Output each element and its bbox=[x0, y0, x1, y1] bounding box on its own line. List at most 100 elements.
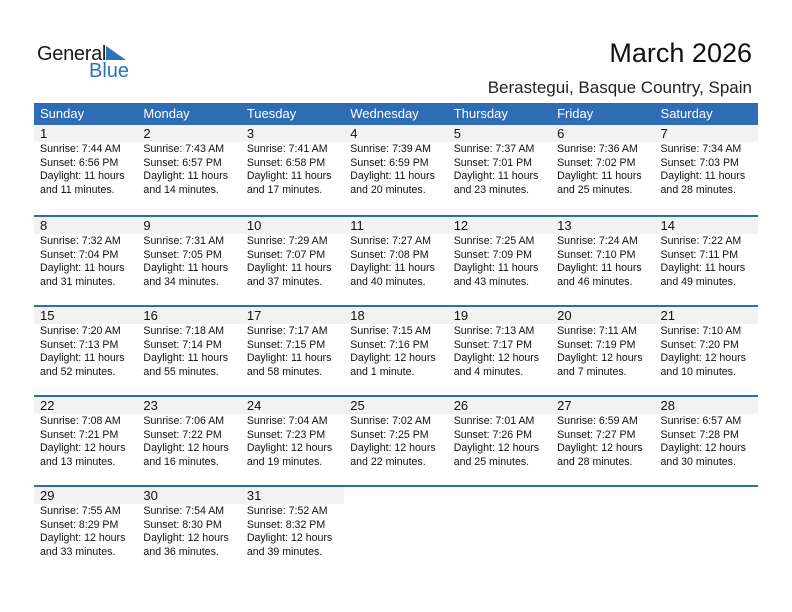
day-number: 2 bbox=[137, 125, 241, 142]
week-row: 8 Sunrise: 7:32 AM Sunset: 7:04 PM Dayli… bbox=[34, 215, 758, 305]
sunset-text: Sunset: 7:20 PM bbox=[660, 338, 739, 351]
sunrise-text: Sunrise: 7:27 AM bbox=[350, 235, 431, 247]
daylight-minutes-text: and 40 minutes. bbox=[350, 275, 426, 288]
sunrise-text: Sunrise: 7:08 AM bbox=[40, 415, 121, 427]
sunset-text: Sunset: 7:08 PM bbox=[350, 248, 429, 261]
sunrise-text: Sunrise: 7:36 AM bbox=[557, 143, 638, 155]
daylight-minutes-text: and 10 minutes. bbox=[660, 365, 736, 378]
day-cell: 11 Sunrise: 7:27 AM Sunset: 7:08 PM Dayl… bbox=[344, 217, 448, 305]
sunrise-text: Sunrise: 7:17 AM bbox=[246, 325, 328, 337]
daylight-text: Daylight: 11 hours bbox=[557, 262, 642, 274]
day-number: 8 bbox=[34, 217, 138, 234]
sunset-text: Sunset: 8:30 PM bbox=[143, 518, 222, 531]
daylight-text: Daylight: 11 hours bbox=[660, 170, 746, 182]
sunrise-text: Sunrise: 7:20 AM bbox=[40, 325, 121, 337]
sunset-text: Sunset: 7:01 PM bbox=[453, 156, 533, 169]
daylight-text: Daylight: 11 hours bbox=[246, 170, 332, 182]
day-number: 30 bbox=[137, 487, 241, 504]
sunrise-text: Sunrise: 7:41 AM bbox=[246, 143, 328, 155]
sunset-text: Sunset: 7:23 PM bbox=[246, 428, 326, 441]
day-cell: 19 Sunrise: 7:13 AM Sunset: 7:17 PM Dayl… bbox=[447, 307, 552, 395]
daylight-minutes-text: and 1 minute. bbox=[350, 365, 415, 378]
day-number: 17 bbox=[240, 307, 345, 324]
daylight-text: Daylight: 12 hours bbox=[453, 352, 540, 364]
sunrise-text: Sunrise: 7:15 AM bbox=[350, 325, 431, 337]
day-cell: 7 Sunrise: 7:34 AM Sunset: 7:03 PM Dayli… bbox=[654, 125, 758, 215]
day-cell: 25 Sunrise: 7:02 AM Sunset: 7:25 PM Dayl… bbox=[344, 397, 448, 485]
daylight-minutes-text: and 25 minutes. bbox=[453, 455, 530, 468]
logo-triangle-icon bbox=[106, 46, 126, 60]
day-cell bbox=[344, 487, 447, 575]
daylight-text: Daylight: 11 hours bbox=[557, 170, 642, 182]
sunset-text: Sunset: 6:58 PM bbox=[246, 156, 326, 169]
sunset-text: Sunset: 7:13 PM bbox=[40, 338, 119, 351]
weekday-thursday: Thursday bbox=[453, 106, 508, 121]
daylight-minutes-text: and 28 minutes. bbox=[660, 183, 736, 196]
daylight-text: Daylight: 12 hours bbox=[350, 442, 436, 454]
daylight-minutes-text: and 14 minutes. bbox=[143, 183, 219, 196]
daylight-text: Daylight: 11 hours bbox=[40, 170, 125, 182]
day-cell: 20 Sunrise: 7:11 AM Sunset: 7:19 PM Dayl… bbox=[551, 307, 655, 395]
daylight-text: Daylight: 12 hours bbox=[453, 442, 540, 454]
sunrise-text: Sunrise: 7:02 AM bbox=[350, 415, 431, 427]
sunset-text: Sunset: 7:04 PM bbox=[40, 248, 119, 261]
sunrise-text: Sunrise: 7:52 AM bbox=[246, 505, 328, 517]
week-row: 22 Sunrise: 7:08 AM Sunset: 7:21 PM Dayl… bbox=[34, 395, 758, 485]
day-cell: 1 Sunrise: 7:44 AM Sunset: 6:56 PM Dayli… bbox=[34, 125, 138, 215]
sunrise-text: Sunrise: 7:29 AM bbox=[246, 235, 328, 247]
day-number: 27 bbox=[551, 397, 655, 414]
day-cell bbox=[551, 487, 654, 575]
sunrise-text: Sunrise: 7:43 AM bbox=[143, 143, 225, 155]
daylight-text: Daylight: 11 hours bbox=[660, 262, 746, 274]
sunset-text: Sunset: 7:15 PM bbox=[246, 338, 326, 351]
weekday-wednesday: Wednesday bbox=[350, 106, 419, 121]
day-cell: 18 Sunrise: 7:15 AM Sunset: 7:16 PM Dayl… bbox=[344, 307, 448, 395]
daylight-text: Daylight: 11 hours bbox=[246, 352, 332, 364]
daylight-minutes-text: and 49 minutes. bbox=[660, 275, 736, 288]
sunset-text: Sunset: 7:17 PM bbox=[453, 338, 533, 351]
day-number: 7 bbox=[654, 125, 758, 142]
daylight-minutes-text: and 36 minutes. bbox=[143, 545, 219, 558]
daylight-minutes-text: and 58 minutes. bbox=[246, 365, 323, 378]
sunrise-text: Sunrise: 7:04 AM bbox=[246, 415, 328, 427]
day-cell: 17 Sunrise: 7:17 AM Sunset: 7:15 PM Dayl… bbox=[240, 307, 345, 395]
sunset-text: Sunset: 8:29 PM bbox=[40, 518, 119, 531]
daylight-minutes-text: and 7 minutes. bbox=[557, 365, 627, 378]
weekday-friday: Friday bbox=[557, 106, 594, 121]
day-cell: 16 Sunrise: 7:18 AM Sunset: 7:14 PM Dayl… bbox=[137, 307, 241, 395]
day-cell: 21 Sunrise: 7:10 AM Sunset: 7:20 PM Dayl… bbox=[654, 307, 758, 395]
weekday-tuesday: Tuesday bbox=[246, 106, 297, 121]
daylight-minutes-text: and 52 minutes. bbox=[40, 365, 116, 378]
weekday-header: Sunday Monday Tuesday Wednesday Thursday Frid… bbox=[34, 103, 758, 125]
sunrise-text: Sunrise: 7:25 AM bbox=[453, 235, 535, 247]
day-number: 14 bbox=[654, 217, 758, 234]
day-cell: 10 Sunrise: 7:29 AM Sunset: 7:07 PM Dayl… bbox=[240, 217, 345, 305]
daylight-minutes-text: and 39 minutes. bbox=[246, 545, 323, 558]
day-number: 24 bbox=[240, 397, 345, 414]
sunset-text: Sunset: 6:59 PM bbox=[350, 156, 429, 169]
day-cell: 12 Sunrise: 7:25 AM Sunset: 7:09 PM Dayl… bbox=[447, 217, 552, 305]
sunset-text: Sunset: 8:32 PM bbox=[246, 518, 326, 531]
sunrise-text: Sunrise: 7:34 AM bbox=[660, 143, 742, 155]
sunset-text: Sunset: 7:27 PM bbox=[557, 428, 636, 441]
sunset-text: Sunset: 7:14 PM bbox=[143, 338, 222, 351]
daylight-minutes-text: and 20 minutes. bbox=[350, 183, 426, 196]
daylight-minutes-text: and 25 minutes. bbox=[557, 183, 633, 196]
sunrise-text: Sunrise: 7:31 AM bbox=[143, 235, 225, 247]
day-cell: 24 Sunrise: 7:04 AM Sunset: 7:23 PM Dayl… bbox=[240, 397, 345, 485]
day-cell: 3 Sunrise: 7:41 AM Sunset: 6:58 PM Dayli… bbox=[240, 125, 345, 215]
weekday-sunday: Sunday bbox=[40, 106, 85, 121]
daylight-minutes-text: and 46 minutes. bbox=[557, 275, 633, 288]
daylight-text: Daylight: 11 hours bbox=[246, 262, 332, 274]
daylight-minutes-text: and 43 minutes. bbox=[453, 275, 530, 288]
daylight-minutes-text: and 11 minutes. bbox=[40, 183, 115, 196]
daylight-minutes-text: and 4 minutes. bbox=[453, 365, 524, 378]
day-number: 9 bbox=[137, 217, 241, 234]
day-cell: 26 Sunrise: 7:01 AM Sunset: 7:26 PM Dayl… bbox=[447, 397, 552, 485]
daylight-text: Daylight: 12 hours bbox=[143, 442, 229, 454]
sunset-text: Sunset: 7:10 PM bbox=[557, 248, 636, 261]
day-number: 22 bbox=[34, 397, 138, 414]
sunset-text: Sunset: 6:57 PM bbox=[143, 156, 222, 169]
daylight-text: Daylight: 12 hours bbox=[660, 442, 746, 454]
